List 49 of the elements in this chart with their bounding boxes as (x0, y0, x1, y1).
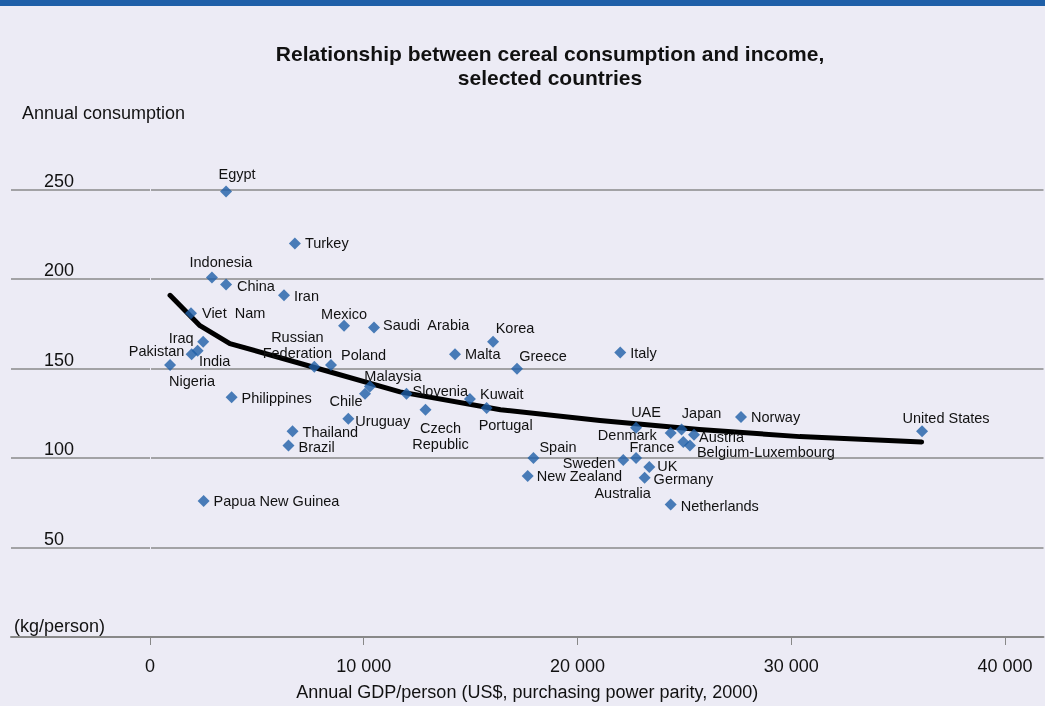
annotation: Saudi Arabia (382, 317, 471, 334)
annotation: Indonesia (189, 254, 254, 271)
annotation: United States (902, 410, 990, 427)
y-axis-title: Annual consumption (22, 103, 186, 123)
x-tick-label: 20 000 (549, 656, 606, 676)
annotation: Uruguay (355, 412, 411, 429)
annotation: Iran (293, 288, 319, 305)
annotation: Spain (539, 439, 577, 456)
annotation: Australia (594, 484, 652, 501)
y-tick-label: 200 (44, 260, 75, 281)
x-axis-title: Annual GDP/person (US$, purchasing power parity, 2000) (296, 682, 759, 702)
annotation: Korea (495, 319, 536, 336)
annotation: Mexico (321, 305, 368, 322)
annotation: Poland (341, 347, 387, 364)
annotation: Egypt (218, 165, 256, 182)
annotation: (kg/person) (14, 616, 106, 636)
annotation: Netherlands (680, 497, 759, 514)
y-tick-label: 100 (44, 439, 75, 460)
annotation: Viet Nam (201, 305, 266, 322)
annotation: Malaysia (364, 367, 423, 384)
annotation: France (629, 439, 675, 456)
annotation: Philippines (241, 390, 312, 407)
annotation: Iraq (168, 329, 194, 346)
chart-title: Relationship between cereal consumption and income, selected countries (275, 41, 825, 89)
annotation: Norway (751, 408, 801, 425)
annotation: India (198, 352, 232, 369)
annotation: Japan (681, 405, 722, 422)
annotation: China (237, 277, 276, 294)
annotation: Nigeria (169, 373, 216, 390)
annotation: Chile (329, 392, 363, 409)
y-tick-label: 50 (44, 528, 65, 549)
annotation: Italy (630, 344, 658, 361)
annotation: Turkey (304, 235, 350, 252)
annotation: Greece (519, 347, 567, 364)
annotation: Belgium-Luxembourg (696, 443, 835, 460)
y-tick-label: 250 (44, 170, 75, 191)
annotation: Czech Republic (412, 419, 469, 452)
annotation: Malta (465, 346, 502, 363)
x-tick-label: 30 000 (763, 656, 819, 676)
y-tick-label: 150 (44, 349, 75, 370)
annotation: UAE (631, 403, 662, 420)
x-tick-label: 0 (144, 656, 155, 676)
annotation: Pakistan (128, 343, 185, 360)
annotation: Papua New Guinea (213, 493, 341, 510)
annotation: Brazil (298, 438, 335, 455)
annotation: Kuwait (479, 386, 524, 403)
annotation: Portugal (478, 417, 533, 433)
x-tick-label: 40 000 (977, 656, 1033, 676)
x-tick-label: 10 000 (336, 656, 392, 676)
